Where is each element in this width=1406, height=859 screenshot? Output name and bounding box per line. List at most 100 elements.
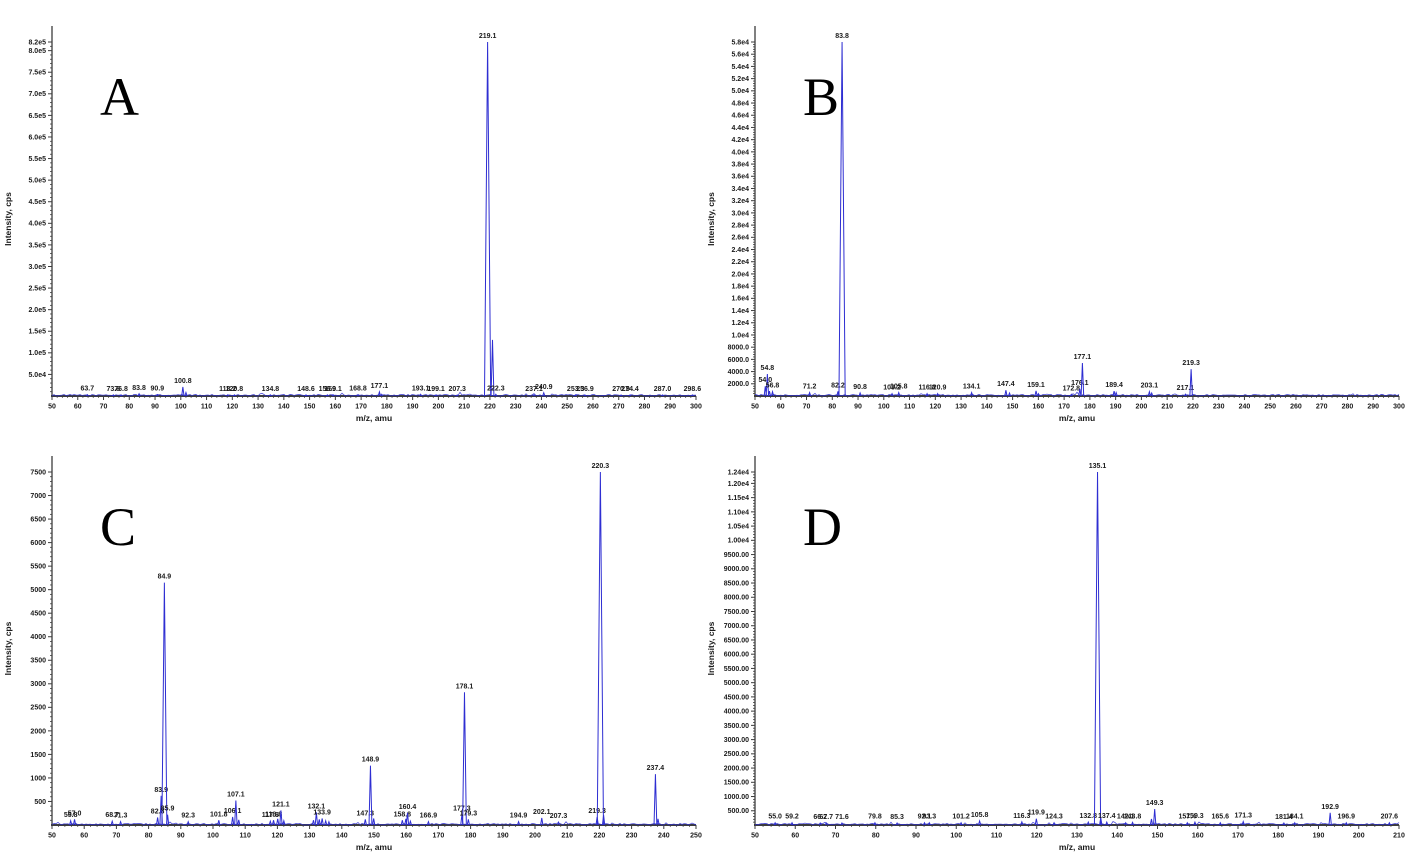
svg-text:110: 110 — [991, 833, 1002, 840]
svg-text:2000: 2000 — [30, 728, 46, 735]
svg-text:60: 60 — [74, 404, 82, 411]
svg-text:170: 170 — [1058, 404, 1070, 411]
svg-text:217.1: 217.1 — [1177, 385, 1195, 392]
svg-text:7500: 7500 — [30, 469, 46, 476]
svg-text:120.9: 120.9 — [929, 385, 947, 392]
svg-text:4.4e4: 4.4e4 — [731, 125, 749, 132]
svg-text:130: 130 — [252, 404, 264, 411]
svg-text:5500.00: 5500.00 — [724, 666, 749, 673]
svg-text:250: 250 — [561, 404, 573, 411]
svg-text:110: 110 — [904, 404, 915, 411]
svg-text:253.3: 253.3 — [567, 386, 585, 393]
svg-text:133.9: 133.9 — [313, 809, 331, 816]
svg-text:192.9: 192.9 — [1321, 804, 1339, 811]
svg-text:4.0e5: 4.0e5 — [28, 221, 46, 228]
svg-text:219.3: 219.3 — [1182, 360, 1200, 367]
svg-text:Intensity, cps: Intensity, cps — [706, 621, 716, 675]
svg-text:6000.00: 6000.00 — [724, 652, 749, 659]
svg-text:148.9: 148.9 — [362, 757, 380, 764]
svg-text:59.2: 59.2 — [785, 814, 799, 821]
svg-text:60: 60 — [80, 833, 88, 840]
svg-text:290: 290 — [1367, 404, 1379, 411]
svg-text:500.00: 500.00 — [728, 808, 750, 815]
svg-text:80: 80 — [872, 833, 880, 840]
svg-text:116.8: 116.8 — [919, 385, 936, 392]
svg-text:148.6: 148.6 — [297, 386, 315, 393]
svg-text:180: 180 — [381, 404, 393, 411]
svg-text:82.8: 82.8 — [151, 808, 165, 815]
svg-text:207.3: 207.3 — [550, 813, 568, 820]
svg-text:1.0e4: 1.0e4 — [731, 332, 749, 339]
svg-text:54.8: 54.8 — [761, 365, 775, 372]
svg-text:160: 160 — [400, 833, 412, 840]
svg-text:140: 140 — [981, 404, 993, 411]
svg-text:2.8e4: 2.8e4 — [731, 223, 749, 230]
svg-text:250: 250 — [1264, 404, 1276, 411]
svg-text:119.9: 119.9 — [1028, 810, 1045, 817]
svg-text:240: 240 — [658, 833, 670, 840]
svg-text:105.8: 105.8 — [890, 384, 908, 391]
svg-text:160: 160 — [1192, 833, 1204, 840]
svg-text:5.6e4: 5.6e4 — [731, 52, 749, 59]
svg-text:222.3: 222.3 — [487, 385, 505, 392]
svg-text:230: 230 — [510, 404, 522, 411]
svg-text:1.05e4: 1.05e4 — [728, 523, 750, 530]
svg-text:189.4: 189.4 — [1105, 382, 1123, 389]
svg-text:56.8: 56.8 — [766, 383, 780, 390]
svg-text:85.3: 85.3 — [890, 814, 904, 821]
svg-text:207.6: 207.6 — [1381, 814, 1399, 821]
svg-text:93.3: 93.3 — [922, 814, 936, 821]
svg-text:C: C — [100, 497, 136, 557]
svg-text:5.5e5: 5.5e5 — [28, 156, 46, 163]
svg-text:6000.0: 6000.0 — [728, 357, 750, 364]
svg-text:230: 230 — [626, 833, 638, 840]
svg-text:150: 150 — [1007, 404, 1019, 411]
svg-text:76.8: 76.8 — [114, 386, 128, 393]
svg-text:4.2e4: 4.2e4 — [731, 137, 749, 144]
svg-text:200: 200 — [433, 404, 445, 411]
svg-text:3000: 3000 — [30, 681, 46, 688]
svg-text:210: 210 — [1161, 404, 1173, 411]
svg-text:106.1: 106.1 — [224, 808, 242, 815]
svg-text:90: 90 — [912, 833, 920, 840]
svg-text:134.8: 134.8 — [262, 386, 280, 393]
svg-text:240.9: 240.9 — [535, 384, 553, 391]
svg-text:237.1: 237.1 — [525, 386, 543, 393]
svg-text:3.0e4: 3.0e4 — [731, 210, 749, 217]
svg-text:79.8: 79.8 — [868, 814, 882, 821]
svg-text:3500: 3500 — [30, 658, 46, 665]
svg-text:170: 170 — [433, 833, 445, 840]
svg-text:90.8: 90.8 — [853, 384, 867, 391]
svg-text:67.7: 67.7 — [819, 814, 833, 821]
svg-text:4000.00: 4000.00 — [724, 709, 749, 716]
spectrum-panel-b: 2000.0 4000.0 6000.0 8000.0 1.0e4 1.2e4 1.4e4 1… — [703, 0, 1406, 430]
svg-text:90.9: 90.9 — [151, 386, 165, 393]
svg-text:1.4e4: 1.4e4 — [731, 308, 749, 315]
spectrum-chart-d: 500.00 1000.00 1500.00 2000.00 2500.00 3000.0… — [706, 456, 1405, 852]
svg-text:194.9: 194.9 — [510, 813, 528, 820]
svg-text:180: 180 — [1084, 404, 1096, 411]
svg-text:101.8: 101.8 — [210, 811, 228, 818]
svg-text:240: 240 — [1239, 404, 1251, 411]
svg-text:219.1: 219.1 — [479, 33, 497, 40]
svg-text:1.5e5: 1.5e5 — [28, 329, 46, 336]
svg-text:300: 300 — [690, 404, 702, 411]
svg-text:140: 140 — [278, 404, 290, 411]
svg-text:220: 220 — [594, 833, 606, 840]
svg-text:177.3: 177.3 — [453, 806, 471, 813]
svg-text:B: B — [803, 67, 839, 127]
svg-text:70: 70 — [100, 404, 108, 411]
svg-text:116.3: 116.3 — [1013, 813, 1030, 820]
svg-text:50: 50 — [48, 833, 56, 840]
svg-text:1.20e4: 1.20e4 — [728, 481, 750, 488]
svg-text:71.6: 71.6 — [835, 814, 849, 821]
svg-text:280: 280 — [1342, 404, 1354, 411]
svg-text:210: 210 — [458, 404, 470, 411]
svg-text:8000.00: 8000.00 — [724, 595, 749, 602]
svg-text:237.4: 237.4 — [647, 765, 665, 772]
svg-text:207.3: 207.3 — [448, 386, 466, 393]
svg-text:130: 130 — [955, 404, 967, 411]
svg-text:134.1: 134.1 — [963, 384, 981, 391]
svg-text:8.2e5: 8.2e5 — [28, 39, 46, 46]
